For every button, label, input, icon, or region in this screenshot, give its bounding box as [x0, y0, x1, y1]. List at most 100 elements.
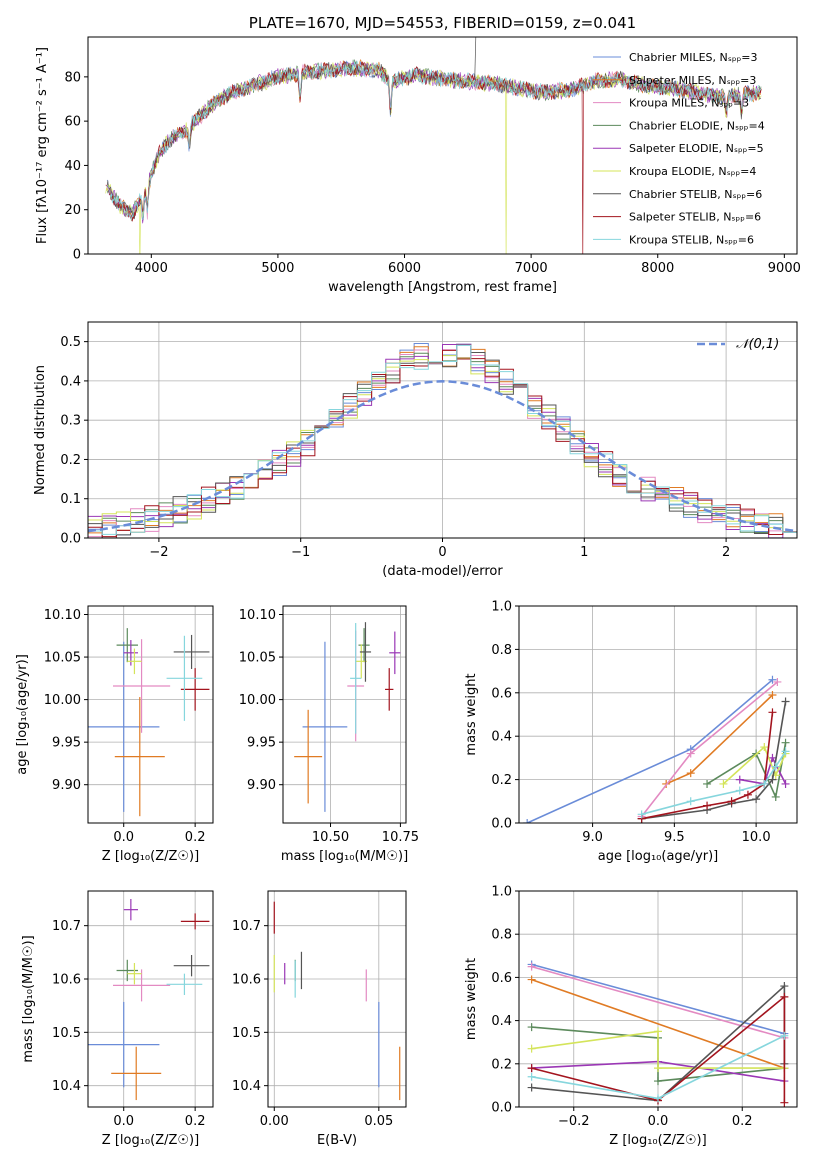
- weight-marker: [780, 1098, 789, 1107]
- weight-line: [722, 745, 787, 785]
- x-tick-label: 0.2: [732, 1114, 753, 1129]
- y-tick-label: 10.4: [232, 1079, 261, 1094]
- y-tick-label: 10.10: [44, 608, 81, 623]
- weight-marker: [768, 708, 777, 717]
- weight-marker: [527, 1023, 536, 1032]
- plot-area: [88, 899, 210, 1101]
- plot-area: [273, 901, 401, 1101]
- x-tick-label: 4000: [135, 261, 168, 276]
- plot-area: [105, 37, 762, 254]
- plot-area: [88, 628, 210, 817]
- x-tick-label: 9000: [768, 261, 801, 276]
- y-tick-label: 10.00: [239, 693, 276, 708]
- y-tick-label: 0.5: [60, 335, 81, 350]
- weight-marker: [654, 1064, 662, 1073]
- weight-marker: [773, 677, 782, 686]
- y-tick-label: 40: [64, 159, 81, 174]
- y-tick-label: 10.10: [239, 608, 276, 623]
- y-tick-label: 20: [64, 203, 81, 218]
- spectrum-line: [106, 59, 762, 221]
- x-tick-label: −2: [149, 545, 168, 560]
- weight-marker: [760, 779, 769, 788]
- y-tick-label: 0.6: [491, 686, 512, 701]
- y-tick-label: 0.3: [60, 414, 81, 429]
- y-tick-label: 0.2: [491, 1057, 512, 1072]
- panel-spectrum: 4000 5000 6000 7000 8000 9000 0 20 40 60 80 wavelen…: [35, 14, 801, 295]
- y-tick-label: 0.0: [491, 1101, 512, 1116]
- x-axis-label: Z [log₁₀(Z/Z☉)]: [102, 849, 199, 864]
- legend-label: Chabrier STELIB, Nₛₚₚ=6: [629, 188, 762, 201]
- weight-marker: [780, 982, 789, 991]
- weight-marker: [752, 795, 761, 804]
- x-tick-label: −1: [291, 545, 310, 560]
- weight-line: [531, 963, 785, 1035]
- y-tick-label: 0.0: [491, 817, 512, 832]
- panel-age_vs_Z: 0.0 0.2 9.90 9.95 10.00 10.05 10.10 Z [log₁₀(Z/…: [15, 605, 214, 864]
- x-tick-label: 0.0: [113, 830, 134, 845]
- y-tick-label: 0.8: [491, 643, 512, 658]
- y-tick-label: 80: [64, 70, 81, 85]
- y-tick-label: 10.00: [44, 693, 81, 708]
- weight-marker: [760, 743, 769, 752]
- y-tick-label: 10.05: [44, 651, 81, 666]
- x-tick-label: 1: [580, 545, 588, 560]
- x-tick-label: 10.0: [742, 830, 771, 845]
- weight-marker: [781, 697, 790, 706]
- weight-marker: [527, 1064, 536, 1073]
- x-tick-label: 10.75: [382, 830, 419, 845]
- legend: Chabrier MILES, Nₛₚₚ=3 Salpeter MILES, Nₛ…: [593, 51, 765, 246]
- weight-marker: [527, 1083, 536, 1092]
- weight-marker: [768, 775, 777, 784]
- y-tick-label: 0.4: [491, 1014, 512, 1029]
- weight-line: [665, 694, 774, 785]
- spectrum-spike: [474, 37, 477, 77]
- chart-title: PLATE=1670, MJD=54553, FIBERID=0159, z=0…: [249, 14, 636, 32]
- weight-marker: [719, 779, 728, 788]
- x-tick-label: 5000: [261, 261, 294, 276]
- weight-marker: [771, 762, 780, 771]
- y-tick-label: 0.2: [60, 453, 81, 468]
- y-axis-label: age [log₁₀(age/yr)]: [15, 654, 30, 775]
- legend-label: 𝒩(0,1): [736, 337, 779, 352]
- y-tick-label: 10.5: [232, 1026, 261, 1041]
- y-axis-label: Normed distribution: [33, 365, 48, 495]
- weight-line: [641, 750, 787, 816]
- legend-label: Salpeter STELIB, Nₛₚₚ=6: [629, 211, 761, 224]
- legend: 𝒩(0,1): [697, 337, 779, 352]
- axes-frame: [518, 890, 798, 1108]
- x-axis-label: Z [log₁₀(Z/Z☉)]: [102, 1133, 199, 1148]
- axes-frame: [518, 605, 798, 824]
- weight-marker: [735, 786, 744, 795]
- y-tick-label: 0.0: [60, 532, 81, 547]
- axes-frame: [87, 890, 214, 1108]
- histogram-step: [88, 344, 797, 538]
- axes-frame: [87, 36, 798, 255]
- x-tick-label: 0.2: [185, 1114, 206, 1129]
- y-tick-label: 0.2: [491, 773, 512, 788]
- x-tick-label: 0.05: [364, 1114, 393, 1129]
- x-tick-label: 0.0: [648, 1114, 669, 1129]
- x-tick-label: 0.0: [113, 1114, 134, 1129]
- x-tick-label: 0.2: [185, 830, 206, 845]
- weight-line: [641, 712, 774, 820]
- weight-line: [641, 701, 787, 820]
- weight-line: [531, 965, 785, 1039]
- plot-area: [523, 675, 790, 823]
- weight-marker: [771, 792, 780, 801]
- y-tick-label: 1.0: [491, 600, 512, 615]
- weight-line: [526, 679, 774, 823]
- y-tick-label: 9.95: [247, 736, 276, 751]
- y-tick-label: 9.90: [52, 778, 81, 793]
- weight-line: [531, 1030, 785, 1069]
- x-axis-label: wavelength [Angstrom, rest frame]: [328, 280, 557, 295]
- x-tick-label: 7000: [515, 261, 548, 276]
- x-tick-label: −0.2: [558, 1114, 590, 1129]
- x-tick-label: 10.50: [312, 830, 349, 845]
- axes-frame: [282, 605, 407, 824]
- legend-label: Kroupa ELODIE, Nₛₚₚ=4: [629, 165, 756, 178]
- weight-marker: [654, 1027, 662, 1036]
- y-tick-label: 0.1: [60, 492, 81, 507]
- x-tick-label: 2: [722, 545, 730, 560]
- panel-mass_vs_ebv: 0.00 0.05 10.4 10.5 10.6 10.7 E(B-V): [232, 890, 407, 1148]
